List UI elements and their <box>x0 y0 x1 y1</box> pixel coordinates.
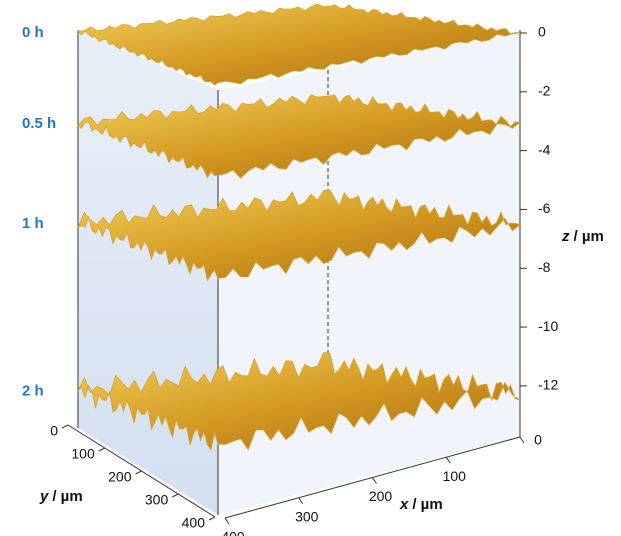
x-tick-label: 200 <box>369 488 393 504</box>
x-tick <box>445 456 451 464</box>
x-tick <box>519 436 525 444</box>
y-tick <box>98 447 105 452</box>
y-tick <box>208 516 216 521</box>
y-tick <box>172 493 179 498</box>
z-tick-label: -6 <box>538 200 551 216</box>
z-axis-title: z / µm <box>561 228 604 245</box>
y-tick-label: 200 <box>108 469 132 485</box>
y-unit: / µm <box>52 488 82 505</box>
surface-layer <box>77 189 521 282</box>
layer-label: 0.5 h <box>22 115 56 132</box>
layers <box>77 3 522 451</box>
y-axis-title: y / µm <box>39 488 83 505</box>
layer-label: 0 h <box>22 24 44 41</box>
z-tick-label: -12 <box>538 377 558 393</box>
x-tick <box>224 517 230 525</box>
x-tick-label: 100 <box>443 468 467 484</box>
y-tick-label: 400 <box>182 515 206 531</box>
x-symbol: x <box>399 496 409 513</box>
x-tick <box>298 497 304 505</box>
x-axis-title: x / µm <box>399 496 443 513</box>
x-unit: / µm <box>412 496 442 513</box>
z-tick-label: -2 <box>538 83 551 99</box>
layer-label: 2 h <box>22 383 44 400</box>
x-tick-label: 0 <box>534 432 542 448</box>
x-tick <box>372 477 377 484</box>
y-tick <box>135 470 142 475</box>
y-symbol: y <box>39 488 49 505</box>
z-tick-label: -8 <box>538 259 551 275</box>
z-unit: / µm <box>574 228 604 245</box>
x-tick-label: 400 <box>221 529 245 536</box>
y-tick <box>61 424 69 429</box>
y-tick-label: 100 <box>71 446 95 462</box>
layer-label: 1 h <box>22 215 44 232</box>
surface-layer <box>77 94 522 179</box>
box-left-face <box>78 30 218 515</box>
x-tick-label: 300 <box>295 508 319 524</box>
z-tick-label: 0 <box>538 24 546 40</box>
z-symbol: z <box>561 228 570 245</box>
z-tick-label: -4 <box>538 141 551 157</box>
y-tick-label: 0 <box>50 423 58 439</box>
surface-layer <box>77 351 521 451</box>
y-tick-label: 300 <box>145 492 169 508</box>
z-tick-label: -10 <box>538 318 558 334</box>
